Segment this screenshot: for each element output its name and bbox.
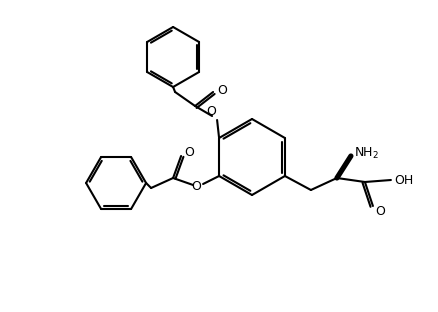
Text: NH$_2$: NH$_2$ bbox=[354, 145, 379, 161]
Text: O: O bbox=[191, 179, 201, 193]
Text: O: O bbox=[184, 145, 194, 158]
Text: OH: OH bbox=[394, 173, 413, 187]
Text: O: O bbox=[375, 204, 385, 217]
Text: O: O bbox=[217, 84, 227, 96]
Text: O: O bbox=[206, 105, 216, 118]
